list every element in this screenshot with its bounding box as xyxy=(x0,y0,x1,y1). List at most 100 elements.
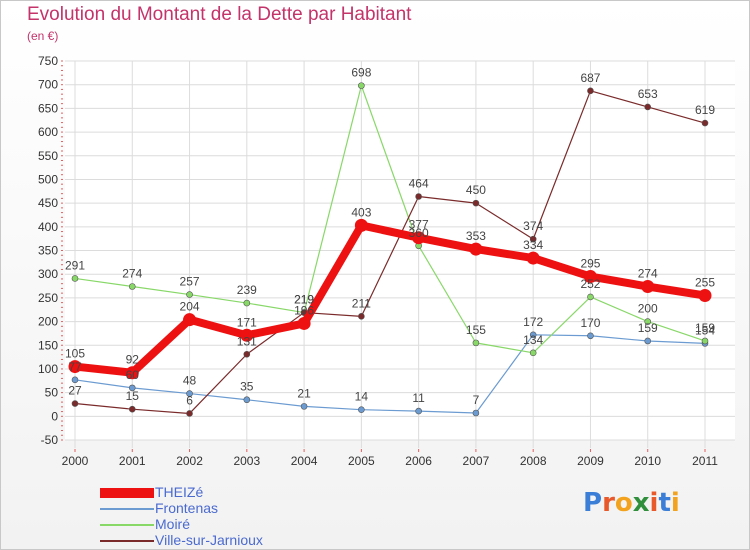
data-label: 219 xyxy=(294,293,314,307)
y-tick-label: 700 xyxy=(38,78,58,92)
data-label: 14 xyxy=(355,390,369,404)
data-point xyxy=(128,283,136,290)
data-point xyxy=(469,242,483,256)
data-label: 211 xyxy=(352,296,371,310)
data-point xyxy=(412,231,426,245)
x-tick-label: 2001 xyxy=(119,454,146,468)
data-label: 11 xyxy=(412,391,425,405)
y-tick-label: 750 xyxy=(38,54,58,68)
y-tick-label: 300 xyxy=(38,267,58,281)
data-label: 295 xyxy=(580,257,600,271)
legend-swatch xyxy=(100,485,154,501)
data-label: 155 xyxy=(466,323,486,337)
data-label: 131 xyxy=(237,334,257,348)
data-label: 687 xyxy=(580,71,600,85)
data-label: 6 xyxy=(186,393,193,407)
data-point xyxy=(641,280,655,294)
y-tick-label: 500 xyxy=(38,172,58,186)
data-point xyxy=(128,405,136,413)
legend-item: Moiré xyxy=(100,516,360,533)
data-point xyxy=(243,350,251,358)
x-tick-label: 2002 xyxy=(176,454,203,468)
data-label: 464 xyxy=(409,176,429,190)
data-point xyxy=(472,339,480,347)
data-point xyxy=(644,318,652,325)
data-label: 374 xyxy=(523,219,543,233)
y-tick-label: 50 xyxy=(45,386,59,400)
legend-item: Ville-sur-Jarnioux xyxy=(100,532,360,549)
data-label: 105 xyxy=(65,347,85,361)
series-line-2 xyxy=(74,90,706,415)
data-point xyxy=(186,390,193,397)
data-label: 274 xyxy=(638,267,658,281)
data-label: 21 xyxy=(297,386,311,400)
data-point xyxy=(415,407,422,415)
data-label: 15 xyxy=(126,389,140,403)
x-tick-label: 2006 xyxy=(405,454,432,468)
series-line-3 xyxy=(71,221,709,377)
logo-letter: i xyxy=(649,488,659,518)
data-label: 170 xyxy=(580,316,600,330)
data-point xyxy=(698,289,712,303)
series-line-0 xyxy=(74,334,706,414)
x-tick-label: 2000 xyxy=(62,454,89,468)
x-tick-label: 2005 xyxy=(348,454,375,468)
logo-letter: r xyxy=(602,488,615,518)
data-label: 377 xyxy=(409,218,429,232)
data-label: 334 xyxy=(523,238,543,252)
data-label: 171 xyxy=(237,315,257,329)
data-point xyxy=(526,251,540,265)
y-tick-label: 0 xyxy=(51,409,58,423)
data-label: 196 xyxy=(294,303,314,317)
data-label: 239 xyxy=(237,283,257,297)
logo-letter: t xyxy=(658,488,671,518)
data-label: 172 xyxy=(523,315,543,329)
y-tick-label: 100 xyxy=(38,362,58,376)
data-label: 60 xyxy=(126,368,140,382)
data-point xyxy=(186,410,193,417)
data-point xyxy=(240,328,254,342)
data-point xyxy=(183,313,197,327)
data-label: 403 xyxy=(351,205,371,219)
data-label: 154 xyxy=(695,323,715,337)
data-label: 257 xyxy=(180,275,200,289)
data-label: 134 xyxy=(523,333,543,347)
proxiti-logo: Proxiti xyxy=(583,488,680,518)
data-label: 77 xyxy=(68,360,82,374)
x-tick-label: 2008 xyxy=(520,454,547,468)
data-label: 291 xyxy=(65,258,85,272)
data-point xyxy=(587,87,594,95)
data-label: 159 xyxy=(695,321,715,335)
data-point xyxy=(354,218,368,232)
y-tick-label: 350 xyxy=(38,244,58,258)
data-point xyxy=(701,119,709,127)
data-label: 619 xyxy=(695,103,715,117)
data-label: 360 xyxy=(409,226,429,240)
x-tick-label: 2003 xyxy=(233,454,260,468)
data-label: 274 xyxy=(122,267,142,281)
series-line-1 xyxy=(74,85,706,354)
data-label: 27 xyxy=(68,384,82,398)
data-label: 353 xyxy=(466,229,486,243)
data-point xyxy=(243,396,251,404)
data-point xyxy=(128,384,136,392)
logo-letter: i xyxy=(670,488,680,518)
data-point xyxy=(71,376,79,384)
logo-letter: o xyxy=(614,488,633,518)
data-label: 653 xyxy=(638,87,658,101)
x-tick-label: 2009 xyxy=(577,454,604,468)
chart-unit: (en €) xyxy=(27,29,59,43)
x-tick-label: 2004 xyxy=(291,454,318,468)
data-point xyxy=(529,235,537,243)
y-tick-label: 200 xyxy=(38,315,58,329)
y-tick-label: 150 xyxy=(38,338,58,352)
data-label: 219 xyxy=(294,293,314,307)
data-point xyxy=(587,332,594,340)
data-label: 252 xyxy=(580,277,600,291)
data-point xyxy=(701,337,709,345)
data-point xyxy=(583,270,597,284)
legend-swatch xyxy=(100,517,154,533)
data-point xyxy=(358,82,365,89)
y-tick-label: 600 xyxy=(38,125,58,139)
